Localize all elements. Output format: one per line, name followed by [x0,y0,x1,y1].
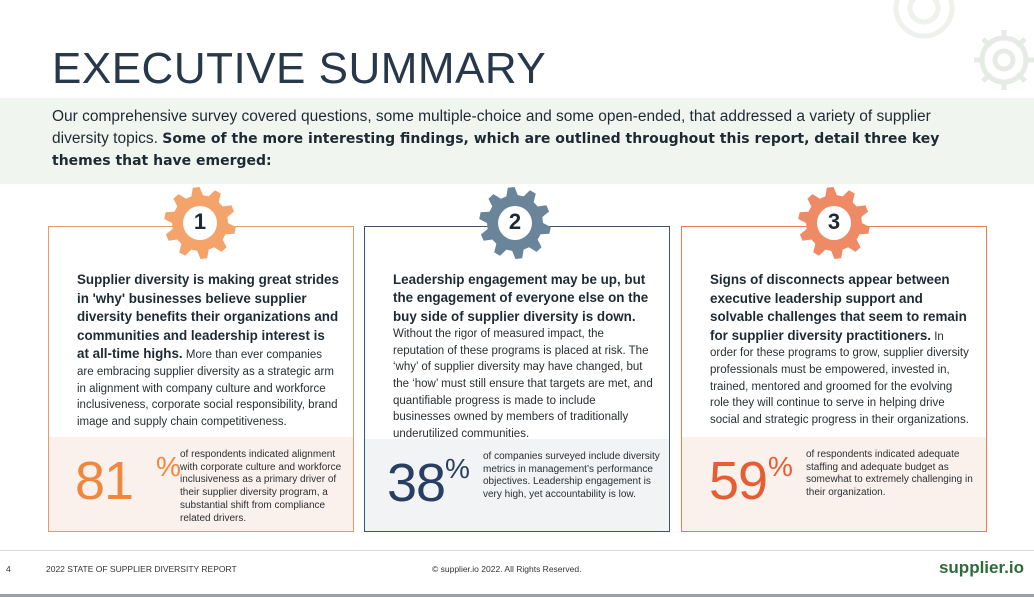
theme-3-stat-unit: % [768,451,793,482]
theme-3-stat-value: 59 [709,451,768,511]
theme-1-stat-value: 81 [75,451,134,511]
gear-icon [479,187,551,259]
theme-2-gear: 2 [475,183,555,263]
theme-1-stat-box: 81 % of respondents indicated alignment … [49,437,353,531]
theme-2-stat-unit: % [445,453,470,484]
theme-2-text: Leadership engagement may be up, but the… [393,271,655,442]
theme-1-lead: Supplier diversity is making great strid… [77,272,339,362]
theme-3-text: Signs of disconnects appear between exec… [710,271,972,428]
intro-bold-text: Some of the more interesting findings, w… [52,131,940,169]
theme-3-stat-text: of respondents indicated adequate staffi… [806,449,973,499]
theme-2-number: 2 [508,209,522,234]
theme-1-stat-unit: % [156,451,181,482]
copyright: © supplier.io 2022. All Rights Reserved. [432,564,582,574]
intro-text: Our comprehensive survey covered questio… [52,108,931,147]
theme-card-2: Leadership engagement may be up, but the… [364,226,670,532]
theme-3-stat-box: 59 % of respondents indicated adequate s… [682,437,986,531]
theme-3-number: 3 [827,209,841,234]
theme-1-stat-text: of respondents indicated alignment with … [180,449,342,524]
report-name: 2022 STATE OF SUPPLIER DIVERSITY REPORT [46,564,237,574]
theme-1-text: Supplier diversity is making great strid… [77,271,339,430]
theme-1-number: 1 [193,209,207,234]
theme-2-stat-box: 38 % of companies surveyed include diver… [365,439,669,531]
intro-paragraph: Our comprehensive survey covered questio… [52,106,957,172]
theme-3-lead: Signs of disconnects appear between exec… [710,272,967,343]
decorative-gears-icon [893,0,1034,90]
gear-icon [798,187,870,259]
gear-icon [164,187,236,259]
theme-2-stat-text: of companies surveyed include diversity … [483,451,660,501]
theme-card-3: Signs of disconnects appear between exec… [681,226,987,532]
theme-1-body: More than ever companies are embracing s… [77,349,338,428]
page-number: 4 [6,564,11,574]
theme-1-gear: 1 [160,183,240,263]
brand-logo: supplier.io [938,558,1024,577]
footer-bottom-bar [0,594,1034,597]
theme-3-gear: 3 [794,183,874,263]
theme-2-lead: Leadership engagement may be up, but the… [393,272,649,324]
page-title: EXECUTIVE SUMMARY [52,44,547,93]
theme-3-body: In order for these programs to grow, sup… [710,330,969,426]
theme-2-body: Without the rigor of measured impact, th… [393,328,653,440]
theme-2-stat-value: 38 [387,453,446,513]
theme-card-1: Supplier diversity is making great strid… [48,226,354,532]
intro-band [0,98,1034,184]
footer-divider [0,550,1034,551]
